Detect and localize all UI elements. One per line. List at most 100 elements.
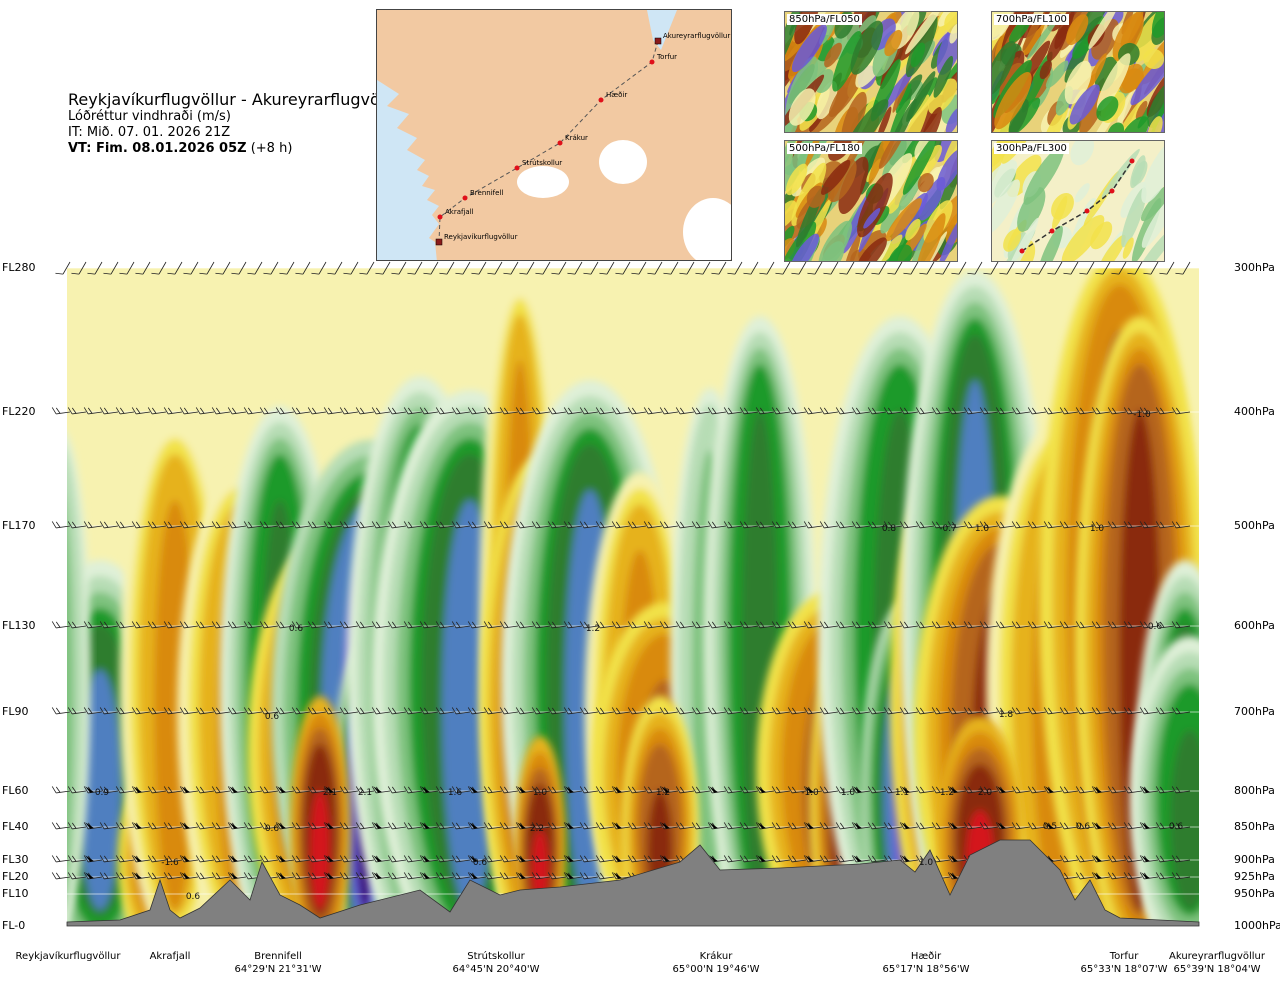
wind-barb (1043, 521, 1063, 529)
wind-barb (695, 261, 711, 275)
wind-barb (999, 261, 1015, 275)
wind-barb (707, 621, 727, 629)
thumbnail-blob (1096, 96, 1119, 122)
thumbnail-blob (1069, 84, 1100, 125)
wind-barb (67, 707, 87, 715)
wind-barb (115, 407, 135, 415)
flight-level-label: FL280 (2, 261, 36, 274)
station-name: Strútskollur (467, 951, 525, 962)
thumbnail-500[interactable]: 500hPa/FL180 (784, 140, 958, 262)
wind-barb (723, 407, 743, 415)
wind-barb (339, 621, 359, 629)
wind-barb (627, 621, 647, 629)
wind-barb (871, 261, 887, 275)
wind-barb (115, 521, 135, 529)
thumbnail-blob (1151, 12, 1164, 38)
wind-barb (307, 621, 327, 629)
wind-barb (979, 521, 999, 529)
wind-barb (227, 407, 247, 415)
wind-barb (979, 407, 999, 415)
station-coords: 65°39'N 18°04'W (1173, 964, 1261, 975)
thumbnail-map (992, 141, 1164, 261)
station-name: Torfur (1109, 951, 1139, 962)
wind-barb (211, 521, 231, 529)
thumbnail-blob (1045, 60, 1069, 89)
wind-barb (1027, 621, 1047, 629)
wind-barb (131, 621, 151, 629)
thumbnail-label: 300hPa/FL300 (994, 143, 1069, 154)
wind-barb (867, 621, 887, 629)
route-map-svg: Akureyrarflugvöllur Torfur Hæðir Krákur Strú… (377, 10, 731, 260)
wind-barb (259, 621, 279, 629)
contour-value-label: 0.6 (1076, 822, 1091, 832)
wind-barb (883, 621, 903, 629)
wind-barb (499, 621, 519, 629)
contour-value-label: 0.6 (1148, 622, 1163, 632)
map-glacier-3 (683, 198, 731, 260)
wind-barb (611, 521, 631, 529)
thumbnail-blob (992, 40, 1017, 96)
thumbnail-blob (902, 141, 937, 195)
issue-time: IT: Mið. 07. 01. 2026 21Z (68, 125, 231, 140)
wind-barb (739, 521, 759, 529)
wind-barb (515, 521, 535, 529)
thumbnail-blob (1017, 187, 1046, 232)
flight-level-label: FL-0 (2, 919, 26, 932)
waypoint-marker (514, 165, 520, 171)
thumbnail-300[interactable]: 300hPa/FL300 (991, 140, 1165, 262)
wind-barb (1059, 621, 1079, 629)
thumbnail-blob (905, 218, 921, 241)
thumbnail-blob (887, 156, 918, 214)
wind-barb (499, 407, 519, 415)
wind-barb (771, 521, 791, 529)
velocity-cell (514, 736, 566, 926)
wind-barb (467, 407, 487, 415)
thumbnail-blob (845, 99, 889, 132)
thumbnail-label: 500hPa/FL180 (787, 143, 862, 154)
wind-barb (83, 707, 103, 715)
wind-barb (451, 407, 471, 415)
wind-barb (83, 521, 103, 529)
thumbnail-blob (994, 72, 1032, 130)
waypoint-marker (557, 140, 563, 146)
contour-value-label: 0.8 (882, 524, 897, 534)
route-title: Reykjavíkurflugvöllur - Akureyrarflugvöl… (68, 90, 406, 109)
wind-barb (1075, 407, 1095, 415)
wind-barb (819, 407, 839, 415)
wind-barb (311, 261, 327, 275)
wind-barb (1059, 407, 1079, 415)
thumbnail-blob (1061, 215, 1105, 261)
station-coords: 64°45'N 20°40'W (452, 964, 540, 975)
wind-barb (291, 521, 311, 529)
wind-barb (103, 261, 119, 275)
pressure-level-label: 950hPa (1234, 887, 1275, 900)
wind-barb (835, 621, 855, 629)
wind-barb (855, 261, 871, 275)
thumbnail-blob (806, 185, 826, 208)
wind-barb (275, 521, 295, 529)
wind-barb (1047, 261, 1063, 275)
velocity-core (67, 518, 74, 882)
thumbnail-blob (918, 176, 946, 221)
wind-barb (435, 621, 455, 629)
thumbnail-700[interactable]: 700hPa/FL100 (991, 11, 1165, 133)
wind-barb (787, 407, 807, 415)
wind-barb (947, 621, 967, 629)
wind-barb (1123, 621, 1143, 629)
route-point-label: Akrafjall (445, 208, 474, 216)
wind-barb (903, 261, 919, 275)
thumbnail-waypoint (1084, 208, 1090, 214)
wind-barb (323, 521, 343, 529)
valid-time: VT: Fim. 08.01.2026 05Z (+8 h) (68, 141, 405, 157)
wind-barb (739, 621, 759, 629)
thumbnail-850[interactable]: 850hPa/FL050 (784, 11, 958, 133)
wind-barb (1139, 521, 1159, 529)
thumbnail-blob (816, 81, 838, 120)
wind-barb (275, 407, 295, 415)
wind-barb (679, 261, 695, 275)
wind-barb (691, 621, 711, 629)
wind-barb (163, 521, 183, 529)
wind-barb (1027, 521, 1047, 529)
thumbnail-blob (945, 107, 957, 132)
contour-value-label: 2.2 (530, 824, 544, 834)
